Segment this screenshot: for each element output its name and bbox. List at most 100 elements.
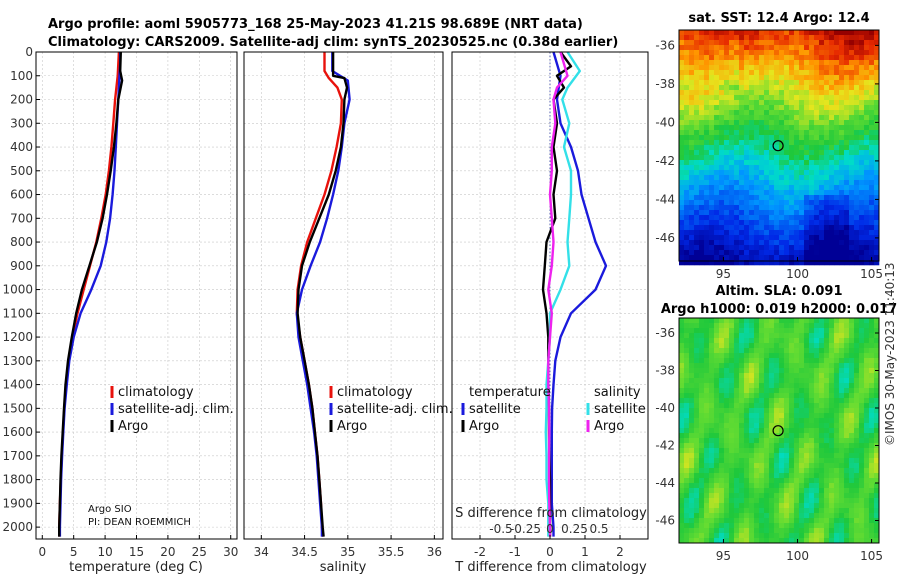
sst-cell bbox=[814, 75, 820, 81]
sst-cell bbox=[714, 150, 720, 156]
sla-cell bbox=[684, 358, 690, 364]
sla-cell bbox=[729, 433, 735, 439]
sla-cell bbox=[744, 503, 750, 509]
sst-cell bbox=[784, 215, 790, 221]
sla-cell bbox=[804, 538, 810, 544]
sst-cell bbox=[699, 125, 705, 131]
sla-cell bbox=[714, 488, 720, 494]
sla-cell bbox=[864, 518, 870, 524]
sla-cell bbox=[854, 318, 860, 324]
sst-cell bbox=[744, 30, 750, 36]
sst-cell bbox=[874, 95, 880, 101]
sst-cell bbox=[809, 170, 815, 176]
sst-cell bbox=[739, 255, 745, 261]
sla-cell bbox=[794, 483, 800, 489]
sla-cell bbox=[689, 383, 695, 389]
sst-cell bbox=[689, 85, 695, 91]
sst-cell bbox=[819, 120, 825, 126]
sla-cell bbox=[784, 403, 790, 409]
sla-cell bbox=[724, 368, 730, 374]
sla-cell bbox=[694, 468, 700, 474]
sst-cell bbox=[699, 140, 705, 146]
sla-cell bbox=[834, 503, 840, 509]
sla-cell bbox=[704, 443, 710, 449]
sst-cell bbox=[734, 190, 740, 196]
sst-cell bbox=[874, 160, 880, 166]
sla-cell bbox=[809, 528, 815, 534]
sst-cell bbox=[809, 110, 815, 116]
sla-cell bbox=[819, 398, 825, 404]
sst-cell bbox=[679, 75, 685, 81]
sst-cell bbox=[844, 180, 850, 186]
sst-cell bbox=[869, 185, 875, 191]
sla-cell bbox=[684, 373, 690, 379]
sla-cell bbox=[724, 518, 730, 524]
sst-cell bbox=[724, 140, 730, 146]
sst-cell bbox=[854, 100, 860, 106]
sst-cell bbox=[699, 235, 705, 241]
sla-cell bbox=[699, 498, 705, 504]
sla-cell bbox=[819, 343, 825, 349]
sst-cell bbox=[869, 245, 875, 251]
sla-cell bbox=[714, 423, 720, 429]
sla-cell bbox=[709, 443, 715, 449]
sla-cell bbox=[799, 383, 805, 389]
sla-cell bbox=[789, 468, 795, 474]
sst-cell bbox=[784, 30, 790, 36]
sst-cell bbox=[799, 170, 805, 176]
sst-cell bbox=[844, 175, 850, 181]
sst-cell bbox=[724, 115, 730, 121]
sla-cell bbox=[834, 343, 840, 349]
sla-cell bbox=[779, 368, 785, 374]
sla-cell bbox=[709, 383, 715, 389]
sst-cell bbox=[694, 225, 700, 231]
sst-cell bbox=[784, 90, 790, 96]
sst-cell bbox=[764, 85, 770, 91]
sst-cell bbox=[804, 145, 810, 151]
sla-cell bbox=[779, 413, 785, 419]
sst-cell bbox=[679, 85, 685, 91]
sst-cell bbox=[844, 230, 850, 236]
sla-cell bbox=[759, 323, 765, 329]
y-tick-label: 200 bbox=[10, 93, 33, 107]
y-tick-label: 1000 bbox=[2, 283, 33, 297]
sla-cell bbox=[869, 353, 875, 359]
sla-cell bbox=[764, 348, 770, 354]
sst-cell bbox=[849, 190, 855, 196]
sst-cell bbox=[774, 65, 780, 71]
sst-cell bbox=[679, 220, 685, 226]
sla-cell bbox=[684, 388, 690, 394]
sla-cell bbox=[799, 438, 805, 444]
sst-cell bbox=[694, 260, 700, 266]
sst-cell bbox=[759, 235, 765, 241]
sst-cell bbox=[839, 95, 845, 101]
sla-cell bbox=[729, 368, 735, 374]
sst-cell bbox=[704, 40, 710, 46]
sst-cell bbox=[744, 95, 750, 101]
sla-cell bbox=[749, 443, 755, 449]
sla-cell bbox=[679, 318, 685, 324]
sla-cell bbox=[784, 468, 790, 474]
sst-cell bbox=[704, 135, 710, 141]
sla-cell bbox=[799, 433, 805, 439]
sla-cell bbox=[704, 418, 710, 424]
sst-cell bbox=[714, 185, 720, 191]
sla-cell bbox=[684, 443, 690, 449]
sst-cell bbox=[699, 255, 705, 261]
sst-cell bbox=[779, 90, 785, 96]
sst-cell bbox=[774, 80, 780, 86]
sst-cell bbox=[804, 175, 810, 181]
sst-cell bbox=[684, 190, 690, 196]
sst-cell bbox=[774, 250, 780, 256]
sst-cell bbox=[769, 205, 775, 211]
sst-cell bbox=[859, 225, 865, 231]
sst-cell bbox=[839, 90, 845, 96]
sst-cell bbox=[759, 165, 765, 171]
sst-cell bbox=[744, 155, 750, 161]
series-line-argo bbox=[296, 52, 349, 537]
sst-cell bbox=[724, 110, 730, 116]
sla-cell bbox=[819, 503, 825, 509]
sst-cell bbox=[694, 230, 700, 236]
sla-cell bbox=[854, 328, 860, 334]
sst-cell bbox=[844, 165, 850, 171]
